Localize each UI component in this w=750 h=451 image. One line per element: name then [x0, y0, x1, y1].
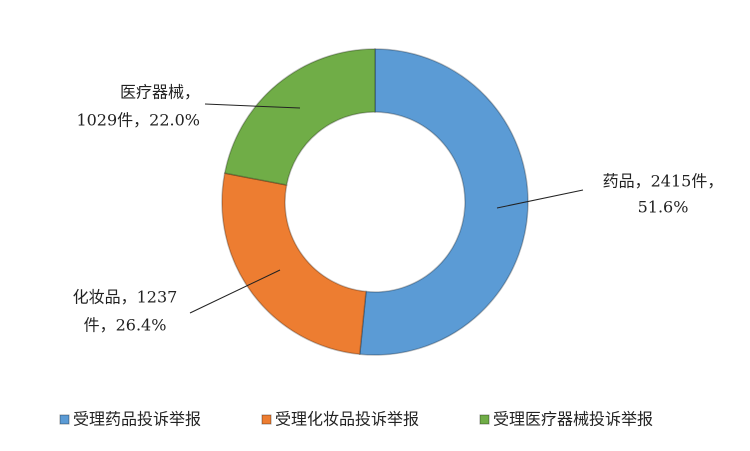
data-label: 药品，2415件，	[603, 172, 724, 191]
data-label: 51.6%	[638, 198, 689, 217]
data-label: 1029件，22.0%	[76, 111, 200, 130]
leader-line	[204, 103, 301, 109]
leader-line	[496, 189, 584, 209]
data-label: 化妆品，1237	[73, 288, 178, 307]
legend-marker	[479, 414, 490, 425]
data-label: 件，26.4%	[84, 316, 167, 335]
slice	[223, 48, 376, 186]
legend-label: 受理药品投诉举报	[73, 410, 201, 429]
slice	[221, 172, 367, 356]
legend-marker	[59, 414, 70, 425]
legend-label: 受理医疗器械投诉举报	[493, 410, 653, 429]
leader-line	[189, 269, 281, 314]
slice	[358, 48, 529, 356]
legend-marker	[261, 414, 272, 425]
legend-label: 受理化妆品投诉举报	[275, 410, 419, 429]
data-label: 医疗器械，	[120, 83, 200, 102]
